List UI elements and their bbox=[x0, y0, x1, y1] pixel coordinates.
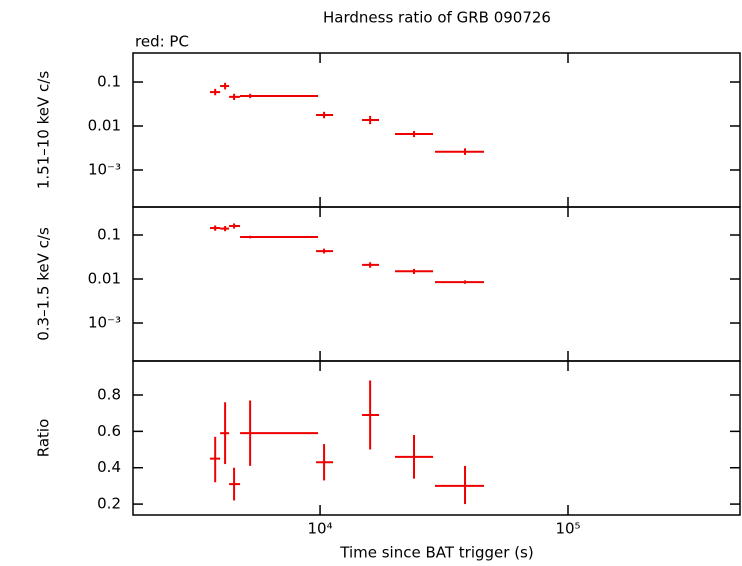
panel-frame bbox=[132, 360, 741, 516]
y-axis-label: 1.51–10 keV c/s bbox=[35, 71, 53, 189]
y-tick-label: 0.1 bbox=[97, 226, 121, 244]
y-tick-label: 10⁻³ bbox=[88, 314, 121, 332]
x-tick-label: 10⁵ bbox=[555, 520, 580, 538]
y-tick-label: 0.6 bbox=[97, 422, 121, 440]
panel-frame bbox=[132, 206, 741, 362]
y-axis-label: Ratio bbox=[35, 419, 53, 458]
chart-title: Hardness ratio of GRB 090726 bbox=[323, 9, 551, 27]
x-axis-label: Time since BAT trigger (s) bbox=[339, 544, 533, 562]
y-tick-label: 0.01 bbox=[88, 270, 121, 288]
panel-frame bbox=[132, 52, 741, 208]
y-tick-label: 0.1 bbox=[97, 73, 121, 91]
y-tick-label: 10⁻³ bbox=[88, 160, 121, 178]
y-axis-label: 0.3–1.5 keV c/s bbox=[35, 227, 53, 341]
x-tick-label: 10⁴ bbox=[308, 520, 333, 538]
y-tick-label: 0.4 bbox=[97, 458, 121, 476]
y-tick-label: 0.01 bbox=[88, 117, 121, 135]
chart-subtitle: red: PC bbox=[135, 33, 189, 51]
y-tick-label: 0.8 bbox=[97, 386, 121, 404]
y-tick-label: 0.2 bbox=[97, 495, 121, 513]
